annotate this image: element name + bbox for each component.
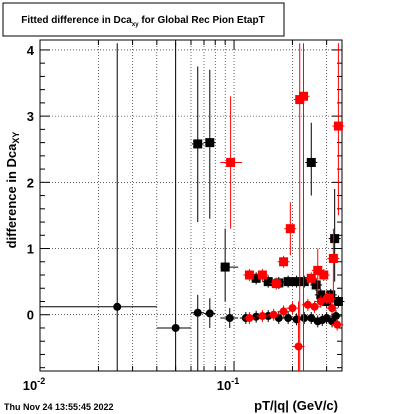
data-point-circle bbox=[328, 304, 337, 313]
data-point-square bbox=[271, 279, 281, 289]
data-point-square bbox=[263, 277, 273, 287]
data-point-square bbox=[328, 253, 338, 263]
y-tick-label: 2 bbox=[27, 175, 34, 190]
data-point-square bbox=[283, 277, 293, 287]
y-tick-label: 3 bbox=[27, 109, 34, 124]
data-point-square bbox=[306, 273, 316, 283]
data-point-square bbox=[313, 265, 323, 275]
data-point-square bbox=[205, 138, 215, 148]
timestamp: Thu Nov 24 13:55:45 2022 bbox=[4, 402, 114, 412]
data-point-square bbox=[330, 234, 340, 244]
data-point-circle bbox=[300, 314, 309, 323]
data-point-circle bbox=[310, 302, 319, 311]
data-point-circle bbox=[303, 300, 312, 309]
axes: 10-2 10-1 0 1 2 3 4 bbox=[23, 40, 342, 393]
y-axis-label: difference in DcaXY bbox=[4, 132, 21, 249]
data-point-square bbox=[251, 273, 261, 283]
data-point-square bbox=[257, 270, 267, 280]
data-point-circle bbox=[113, 302, 122, 311]
data-point-circle bbox=[333, 320, 342, 329]
data-point-circle bbox=[193, 308, 202, 317]
data-point-circle bbox=[331, 312, 340, 321]
data-point-square bbox=[279, 257, 289, 267]
data-point-square bbox=[316, 290, 326, 300]
data-point-square bbox=[193, 139, 203, 149]
data-point-circle bbox=[294, 342, 303, 351]
data-point-square bbox=[244, 270, 254, 280]
data-point-circle bbox=[225, 314, 234, 323]
data-point-square bbox=[220, 262, 230, 272]
data-point-circle bbox=[171, 323, 180, 332]
data-point-square bbox=[333, 121, 343, 131]
data-point-square bbox=[285, 224, 295, 234]
data-point-square bbox=[299, 91, 309, 101]
y-tick-label: 1 bbox=[27, 242, 34, 257]
data-point-square bbox=[292, 277, 302, 287]
x-tick-label: 10-1 bbox=[217, 376, 239, 393]
data-point-square bbox=[306, 157, 316, 167]
data-marks bbox=[40, 43, 345, 371]
y-tick-label: 4 bbox=[27, 43, 35, 58]
data-point-square bbox=[333, 296, 343, 306]
data-point-square bbox=[226, 157, 236, 167]
title-box: Fitted difference in Dcaxy for Global Re… bbox=[2, 2, 285, 37]
chart-title: Fitted difference in Dcaxy for Global Re… bbox=[21, 15, 264, 28]
data-point-circle bbox=[258, 312, 267, 321]
data-point-circle bbox=[269, 310, 278, 319]
y-tick-label: 0 bbox=[27, 308, 34, 323]
data-point-circle bbox=[205, 309, 214, 318]
data-point-square bbox=[319, 270, 329, 280]
data-point-circle bbox=[284, 314, 293, 323]
x-axis-label: pT/|q| (GeV/c) bbox=[254, 398, 338, 413]
data-point-circle bbox=[316, 297, 325, 306]
data-point-circle bbox=[245, 314, 254, 323]
data-point-square bbox=[311, 280, 321, 290]
data-point-circle bbox=[252, 312, 261, 321]
x-tick-label: 10-2 bbox=[23, 376, 45, 393]
data-point-square bbox=[299, 277, 309, 287]
data-point-circle bbox=[279, 307, 288, 316]
data-point-circle bbox=[288, 304, 297, 313]
data-point-square bbox=[324, 293, 334, 303]
data-point-circle bbox=[307, 314, 316, 323]
